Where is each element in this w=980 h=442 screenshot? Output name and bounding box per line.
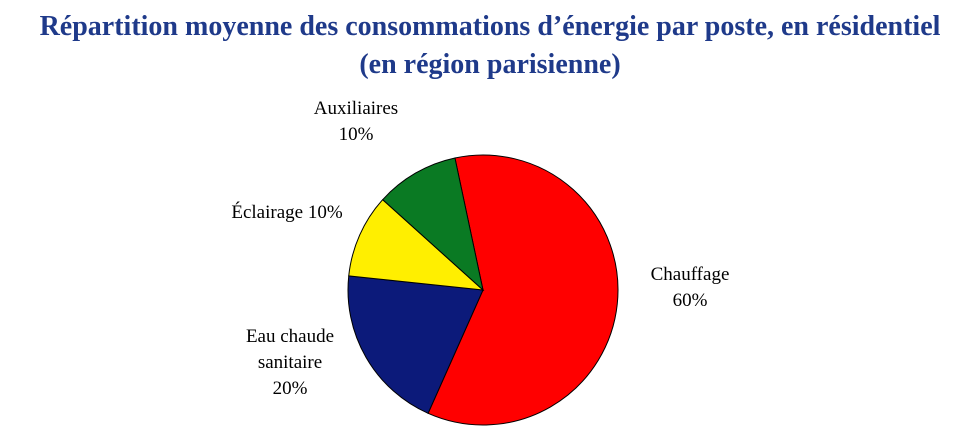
slice-label-line: Auxiliaires [314,98,398,119]
chart-title: Répartition moyenne des consommations d’… [0,8,980,84]
pie-slice--clairage [348,198,485,291]
pie-slice-chauffage [427,154,619,426]
chart-title-line-1: Répartition moyenne des consommations d’… [39,11,941,42]
slice-label-line: Chauffage [651,264,730,285]
slice-label--clairage: Éclairage 10% [231,201,342,223]
pie-slice-auxiliaires [381,157,484,292]
slice-label-chauffage: Chauffage 60% [651,264,730,311]
slice-label-line: Éclairage 10% [231,201,342,223]
slice-label-eau-chaude-sanitaire: Eau chaude sanitaire 20% [246,326,334,399]
slice-label-line: sanitaire [258,352,322,373]
slice-label-line: Eau chaude [246,326,334,347]
slice-label-line: 10% [339,124,374,145]
slice-label-line: 20% [273,378,308,399]
slice-label-auxiliaires: Auxiliaires 10% [314,98,398,145]
pie-slice-eau-chaude-sanitaire [347,275,484,414]
chart-title-line-2: (en région parisienne) [359,49,621,80]
slice-label-line: 60% [673,290,708,311]
